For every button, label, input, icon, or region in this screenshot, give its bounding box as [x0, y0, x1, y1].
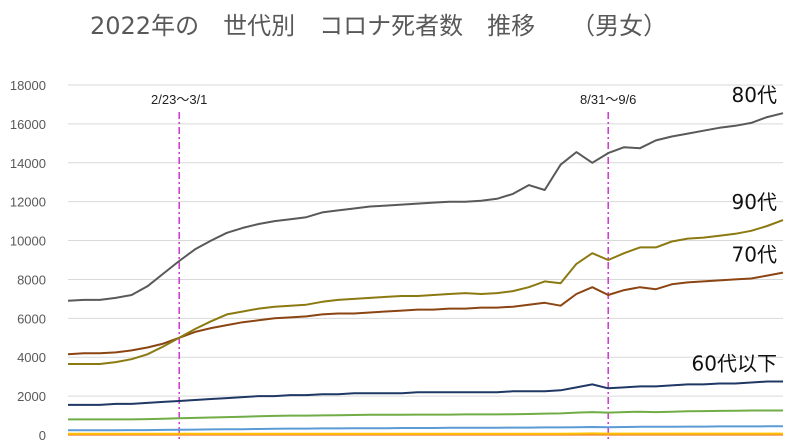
series-line-60代以下	[68, 380, 783, 406]
annotations: 2/23〜3/1 8/31〜9/6	[151, 92, 636, 440]
series-label: 60代以下	[692, 352, 777, 376]
gridlines	[68, 84, 783, 436]
annotation-label: 8/31〜9/6	[580, 92, 636, 107]
series-lines	[67, 112, 784, 436]
y-tick-label: 2000	[17, 389, 46, 404]
series-labels: 80代 90代 70代 60代以下	[692, 83, 777, 375]
series-label: 80代	[732, 83, 777, 107]
series-line-70代	[67, 271, 784, 356]
y-tick-label: 14000	[10, 156, 46, 171]
y-tick-label: 18000	[10, 78, 46, 93]
y-tick-label: 10000	[10, 234, 46, 249]
series-line	[68, 425, 783, 432]
series-line	[68, 409, 783, 421]
y-tick-label: 12000	[10, 195, 46, 210]
y-axis-ticks: 0 2000 4000 6000 8000 10000 12000 14000 16000 180…	[10, 78, 46, 442]
series-label: 70代	[732, 243, 777, 267]
series-line-90代	[68, 219, 784, 365]
y-tick-label: 8000	[17, 272, 46, 287]
series-label: 90代	[732, 190, 777, 214]
y-tick-label: 16000	[10, 117, 46, 132]
y-tick-label: 6000	[17, 311, 46, 326]
chart-title: 2022年の 世代別 コロナ死者数 推移 （男女）	[90, 12, 667, 40]
y-tick-label: 4000	[17, 350, 46, 365]
y-tick-label: 0	[39, 428, 46, 442]
annotation-label: 2/23〜3/1	[151, 92, 207, 107]
series-line-80代	[67, 112, 784, 302]
